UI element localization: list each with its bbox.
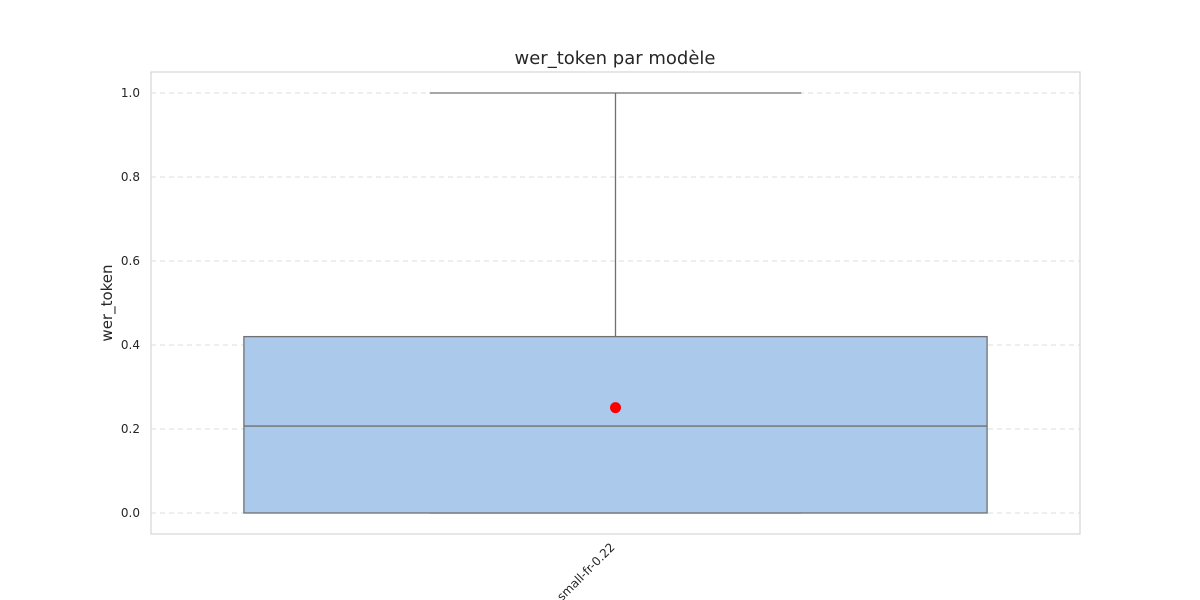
x-axis-ticks: small-fr-0.22 bbox=[554, 540, 617, 600]
y-tick-label: 0.6 bbox=[121, 254, 140, 268]
box-plot bbox=[243, 92, 988, 514]
y-axis-ticks: 0.0 0.2 0.4 0.6 0.8 1.0 bbox=[121, 86, 140, 520]
y-axis-label: wer_token bbox=[98, 264, 117, 341]
y-tick-label: 0.4 bbox=[121, 338, 140, 352]
y-tick-label: 0.8 bbox=[121, 170, 140, 184]
mean-marker bbox=[610, 402, 621, 414]
box-iqr bbox=[243, 335, 988, 514]
chart-title: wer_token par modèle bbox=[515, 48, 716, 69]
x-tick-label: small-fr-0.22 bbox=[554, 540, 617, 600]
y-tick-label: 0.0 bbox=[121, 506, 140, 520]
y-tick-label: 1.0 bbox=[121, 86, 140, 100]
y-tick-label: 0.2 bbox=[121, 422, 140, 436]
